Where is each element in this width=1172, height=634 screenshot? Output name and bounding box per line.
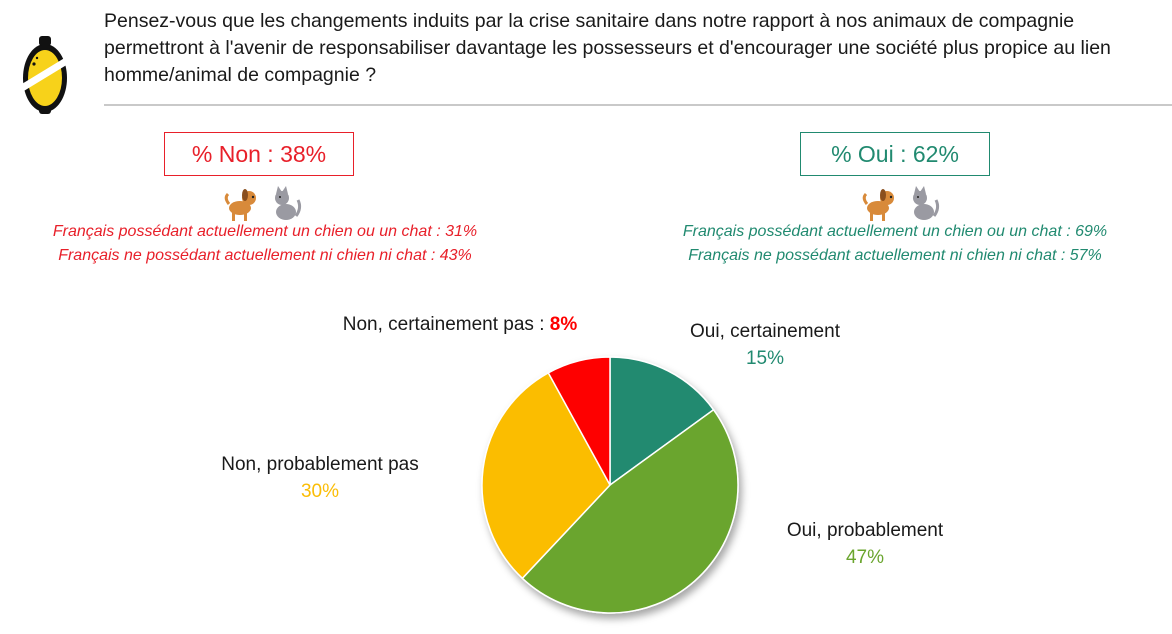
label-oui-probablement-value: 47% [845, 547, 885, 568]
label-non-probablement-pas-value: 30% [300, 481, 340, 502]
label-non-certainement-pas-text: Non, certainement pas [342, 314, 534, 335]
divider [104, 104, 1172, 106]
non-breakdown: Français possédant actuellement un chien… [0, 220, 530, 268]
oui-breakdown: Français possédant actuellement un chien… [630, 220, 1160, 268]
label-non-probablement-pas-text: Non, probablement pas [221, 454, 419, 475]
oui-breakdown-owners: Français possédant actuellement un chien… [682, 223, 1108, 240]
pie-slice-non-certainement-pas [547, 356, 611, 486]
pie-slice-oui-certainement [609, 356, 715, 487]
label-non-probablement-pas: Non, probablement pas 30% [200, 451, 440, 505]
label-oui-certainement: Oui, certainement 15% [660, 318, 870, 372]
dog-icon [224, 189, 256, 221]
oui-total-box: % Oui : 62% [800, 132, 990, 176]
cat-icon [275, 186, 302, 220]
oui-breakdown-nonowners: Français ne possédant actuellement ni ch… [688, 247, 1102, 264]
non-breakdown-nonowners: Français ne possédant actuellement ni ch… [58, 247, 472, 264]
label-non-certainement-pas-value: 8% [549, 314, 578, 335]
pets-group-oui [862, 186, 940, 221]
label-oui-probablement: Oui, probablement 47% [755, 517, 975, 571]
pie-slice-non-probablement-pas [481, 371, 611, 580]
non-breakdown-owners: Français possédant actuellement un chien… [52, 223, 478, 240]
pie-slice-oui-probablement [521, 408, 739, 614]
pets-group-non [224, 186, 302, 221]
cat-icon [913, 186, 940, 220]
dog-icon [862, 189, 894, 221]
label-oui-probablement-text: Oui, probablement [786, 520, 944, 541]
non-total-box: % Non : 38% [164, 132, 354, 176]
logo-icon [20, 36, 70, 114]
label-oui-certainement-text: Oui, certainement [690, 321, 840, 342]
label-non-certainement-pas: Non, certainement pas : 8% [342, 314, 578, 335]
question-text: Pensez-vous que les changements induits … [104, 10, 1111, 86]
label-oui-certainement-value: 15% [745, 348, 785, 369]
